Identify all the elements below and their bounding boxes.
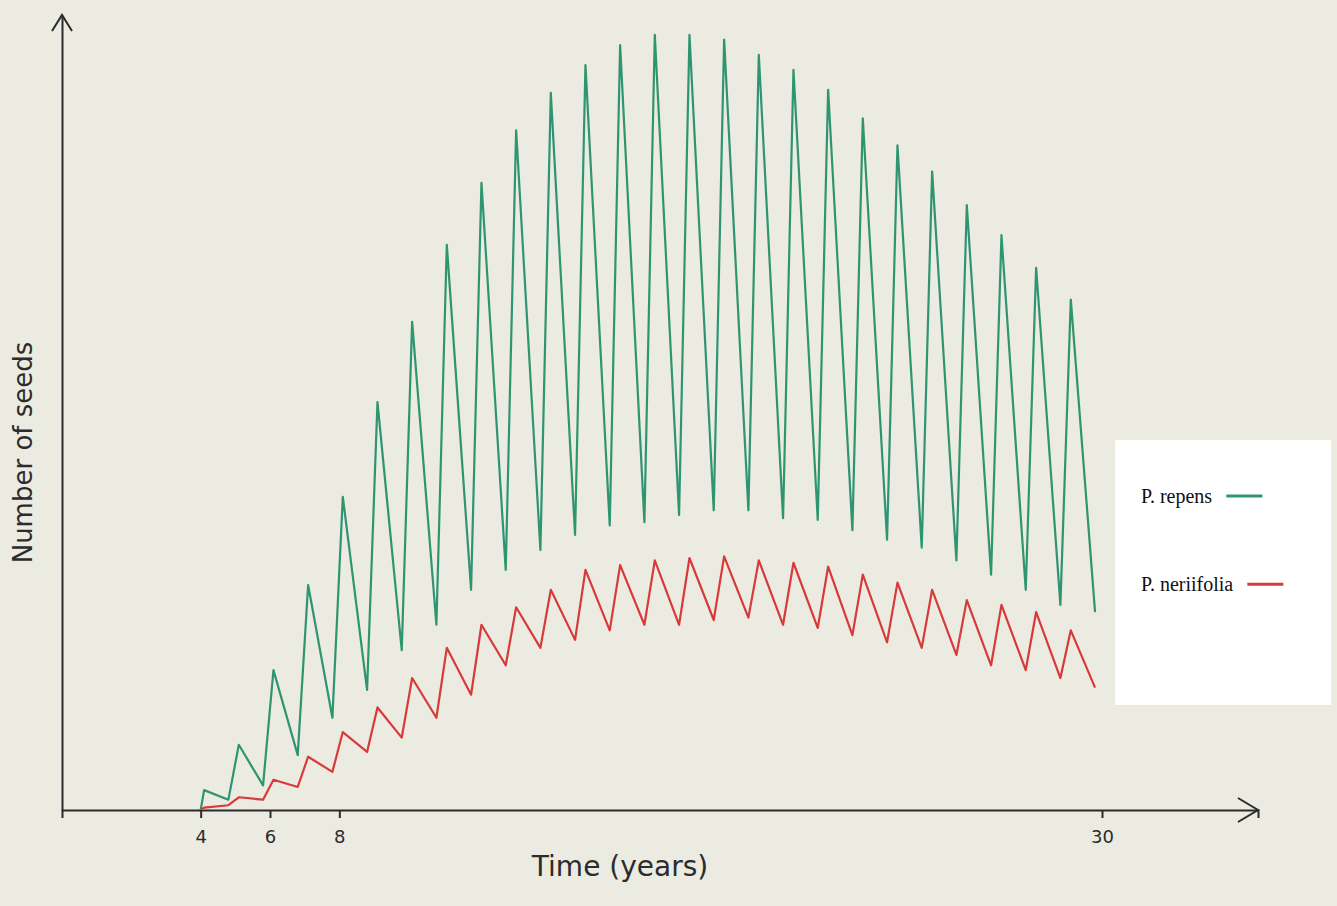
x-tick: 8 <box>334 810 345 847</box>
x-axis-title: Time (years) <box>531 850 708 883</box>
y-axis-line <box>62 16 64 811</box>
legend-swatch <box>1247 583 1283 586</box>
x-tick-label: 8 <box>334 826 345 847</box>
legend-label: P. neriifolia <box>1141 573 1233 595</box>
x-tick-label: 6 <box>265 826 276 847</box>
series-line <box>201 556 1095 810</box>
x-tick-mark <box>200 810 202 818</box>
y-axis-arrow <box>52 15 72 31</box>
chart: 4 6 8 30 Time (years) Number of seeds P. repen… <box>0 0 1337 906</box>
y-axis-title: Number of seeds <box>8 342 38 564</box>
plot-area <box>201 35 1095 810</box>
series-line <box>201 35 1095 810</box>
x-tick: 6 <box>265 810 276 847</box>
y-axis <box>62 16 63 811</box>
x-axis: 4 6 8 30 <box>63 810 1259 847</box>
x-tick-label: 30 <box>1091 826 1114 847</box>
x-tick-mark <box>270 810 272 818</box>
legend-box <box>1115 440 1331 705</box>
x-tick-mark <box>339 810 341 818</box>
legend-swatch <box>1226 495 1262 498</box>
x-tick: 30 <box>1091 810 1114 847</box>
legend-label: P. repens <box>1141 485 1212 508</box>
x-tick-mark <box>1102 810 1104 818</box>
legend: P. repens P. neriifolia <box>1115 440 1331 705</box>
x-tick: 4 <box>195 810 206 847</box>
x-axis-arrow <box>1238 798 1258 822</box>
x-tick-label: 4 <box>195 826 206 847</box>
x-axis-line <box>63 811 1259 819</box>
